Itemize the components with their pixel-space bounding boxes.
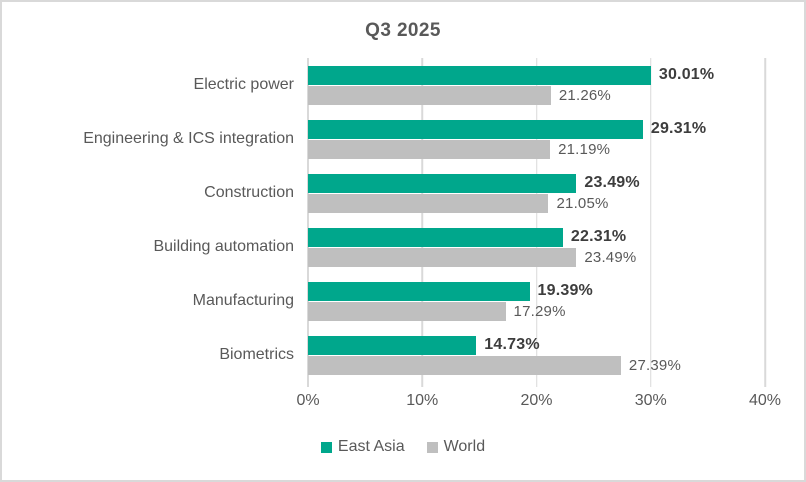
world-bar xyxy=(308,85,551,105)
east-asia-value-label: 19.39% xyxy=(537,282,593,299)
legend-item-east-asia: East Asia xyxy=(320,438,405,456)
x-axis-tick-label: 10% xyxy=(406,392,439,409)
east-asia-bar xyxy=(308,65,651,85)
gridline xyxy=(535,58,538,387)
category-label: Biometrics xyxy=(219,346,294,363)
east-asia-value-label: 22.31% xyxy=(570,228,627,245)
east-asia-value-label: 29.31% xyxy=(650,120,707,137)
category-row: 30.01% 21.26% xyxy=(308,58,765,112)
east-asia-bar-line: 23.49% xyxy=(308,173,765,193)
category-row: 29.31% 21.19% xyxy=(308,112,765,166)
x-axis-tick-label: 0% xyxy=(296,392,320,409)
category-row: 23.49% 21.05% xyxy=(308,166,765,220)
world-bar xyxy=(308,247,577,267)
chart-title: Q3 2025 xyxy=(365,20,441,41)
east-asia-bar xyxy=(308,227,563,247)
east-asia-value-label: 30.01% xyxy=(658,66,715,83)
category-label: Electric power xyxy=(193,76,294,93)
east-asia-bar xyxy=(308,119,643,139)
east-asia-bar xyxy=(308,173,577,193)
east-asia-bar xyxy=(308,281,530,301)
gridline xyxy=(307,58,309,387)
world-value-label: 21.26% xyxy=(558,86,611,104)
east-asia-bar-line: 30.01% xyxy=(308,65,765,85)
east-asia-bar-line: 29.31% xyxy=(308,119,765,139)
world-value-label: 21.05% xyxy=(556,194,609,212)
world-bar xyxy=(308,301,506,321)
east-asia-bar-line: 14.73% xyxy=(308,335,765,355)
x-axis: 0% 10% 20% 30% 40% xyxy=(296,392,781,414)
x-axis-tick-label: 40% xyxy=(748,392,782,409)
legend-item-world: World xyxy=(426,438,486,456)
category-row: 19.39% 17.29% xyxy=(308,274,765,328)
category-label: Building automation xyxy=(153,238,294,255)
world-bar xyxy=(308,139,551,159)
category-label: Construction xyxy=(204,184,294,201)
legend: East Asia World xyxy=(2,438,804,456)
east-asia-bar-line: 22.31% xyxy=(308,227,765,247)
world-value-label: 21.19% xyxy=(558,140,611,158)
world-bar-line: 23.49% xyxy=(308,247,765,267)
east-asia-bar xyxy=(308,335,477,355)
category-row: 14.73% 27.39% xyxy=(308,328,765,382)
gridline xyxy=(764,58,766,387)
world-bar xyxy=(308,355,621,375)
gridline xyxy=(650,58,652,387)
legend-label: World xyxy=(443,438,486,455)
world-legend-swatch-icon xyxy=(426,441,438,453)
category-label: Engineering & ICS integration xyxy=(83,130,294,147)
world-bar-line: 21.19% xyxy=(308,139,765,159)
x-axis-tick-label: 20% xyxy=(520,392,553,409)
east-asia-value-label: 14.73% xyxy=(484,336,540,353)
bars-area: 30.01% 21.26% 29.31% 21.19% 23.49% 21.05% 22.3… xyxy=(308,58,765,382)
category-label: Manufacturing xyxy=(192,292,294,309)
plot-area: 30.01% 21.26% 29.31% 21.19% 23.49% 21.05% 22.3… xyxy=(307,58,766,387)
world-value-label: 17.29% xyxy=(513,302,566,320)
gridline xyxy=(421,58,423,387)
east-asia-bar-line: 19.39% xyxy=(308,281,765,301)
world-bar-line: 21.26% xyxy=(308,85,765,105)
world-bar xyxy=(308,193,549,213)
world-bar-line: 27.39% xyxy=(308,355,765,375)
east-asia-value-label: 23.49% xyxy=(584,174,640,191)
x-axis-tick-label: 30% xyxy=(634,392,667,409)
world-value-label: 23.49% xyxy=(584,248,637,266)
east-asia-legend-swatch-icon xyxy=(320,441,332,453)
legend-label: East Asia xyxy=(337,438,405,455)
category-row: 22.31% 23.49% xyxy=(308,220,765,274)
world-bar-line: 17.29% xyxy=(308,301,765,321)
world-bar-line: 21.05% xyxy=(308,193,765,213)
category-axis: Electric power Engineering & ICS integrat… xyxy=(2,58,294,382)
world-value-label: 27.39% xyxy=(628,356,681,374)
